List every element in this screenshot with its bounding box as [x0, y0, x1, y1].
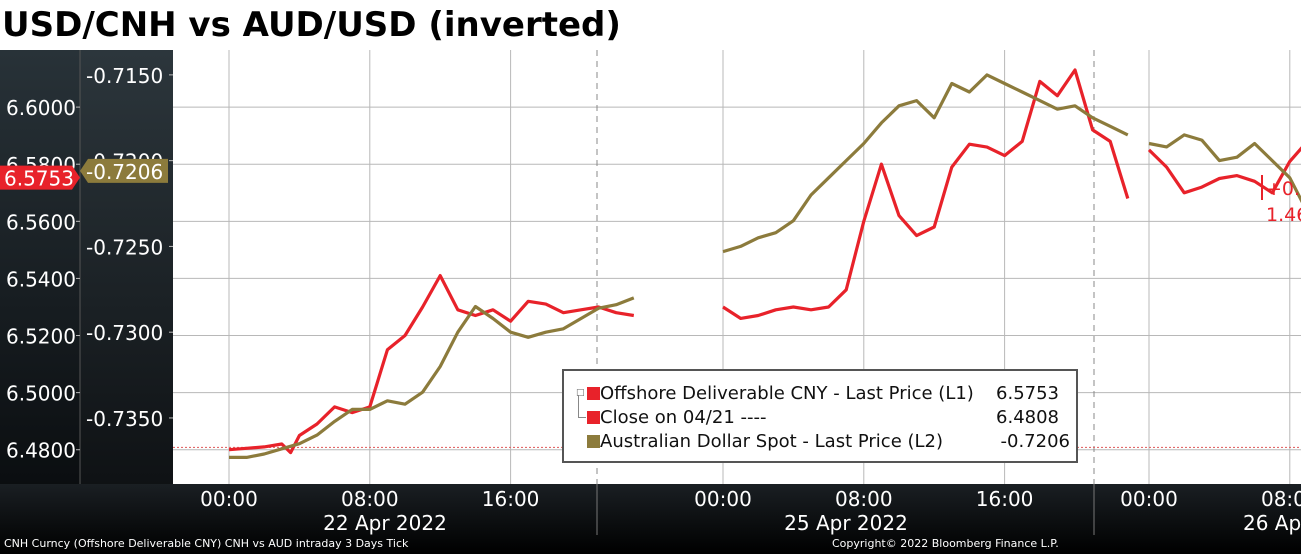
series-line-cnh-segment	[722, 68, 1130, 320]
last-value-tag-left	[0, 165, 80, 190]
legend-value-close: 6.4808	[996, 407, 1059, 428]
x-tick-label: 08:00	[835, 487, 893, 511]
footer-source: CNH Curncy (Offshore Deliverable CNY) CN…	[4, 537, 409, 550]
series-line-aud-segment	[722, 73, 1129, 254]
x-tick-label: 00:00	[694, 487, 752, 511]
right-tick-label: -0.7350	[86, 407, 163, 431]
legend-value-aud: -0.7206	[1000, 431, 1070, 452]
x-tick-label: 16:00	[976, 487, 1034, 511]
legend-label-cnh: Offshore Deliverable CNY - Last Price (L…	[600, 383, 974, 404]
edge-change-label: +0.0	[1266, 178, 1301, 200]
legend-label-aud: Australian Dollar Spot - Last Price (L2)	[600, 431, 944, 452]
footer-copyright: Copyright© 2022 Bloomberg Finance L.P.	[832, 537, 1059, 550]
chart-legend: □ Offshore Deliverable CNY - Last Price …	[562, 369, 1078, 463]
series-line-cnh-segment	[228, 274, 635, 455]
legend-value-cnh: 6.5753	[996, 383, 1059, 404]
edge-pct-label: 1.46	[1266, 204, 1301, 226]
legend-swatch-aud	[587, 435, 600, 448]
chart-title: USD/CNH vs AUD/USD (inverted)	[2, 5, 621, 45]
right-tick-label: -0.7150	[86, 64, 163, 88]
left-tick-label: 6.4800	[6, 439, 76, 463]
right-tick-label: -0.7300	[86, 321, 163, 345]
legend-swatch-close	[587, 411, 600, 424]
last-value-tag-right	[80, 158, 168, 183]
right-tick-label: -0.7250	[86, 235, 163, 259]
last-value-left: 6.5753	[4, 167, 74, 191]
x-tick-label: 16:00	[482, 487, 540, 511]
left-tick-label: 6.6000	[6, 96, 76, 120]
bottom-axis-panel	[0, 484, 1301, 554]
series-line-cnh-segment	[1147, 146, 1301, 195]
chart-svg: 6.48006.50006.52006.54006.56006.58006.60…	[0, 50, 1301, 554]
x-tick-label: 08:00	[341, 487, 399, 511]
series-line-aud-segment	[1148, 133, 1301, 204]
x-date-label: 22 Apr 2022	[323, 511, 447, 535]
last-value-right: -0.7206	[86, 160, 163, 184]
left-tick-label: 6.5600	[6, 210, 76, 234]
x-tick-label: 00:00	[200, 487, 258, 511]
x-date-label: 25 Apr 2022	[784, 511, 908, 535]
left-axis-panel	[0, 50, 80, 554]
left-tick-label: 6.5200	[6, 325, 76, 349]
left-tick-label: 6.5000	[6, 382, 76, 406]
left-tick-label: 6.5400	[6, 267, 76, 291]
series-line-aud-segment	[229, 296, 635, 459]
legend-swatch-cnh	[587, 387, 600, 400]
right-axis-panel	[80, 50, 173, 554]
legend-label-close: Close on 04/21 ----	[600, 407, 767, 428]
x-tick-label: 08:00	[1261, 487, 1301, 511]
x-tick-label: 00:00	[1120, 487, 1178, 511]
x-date-label: 26 Ap	[1243, 511, 1301, 535]
